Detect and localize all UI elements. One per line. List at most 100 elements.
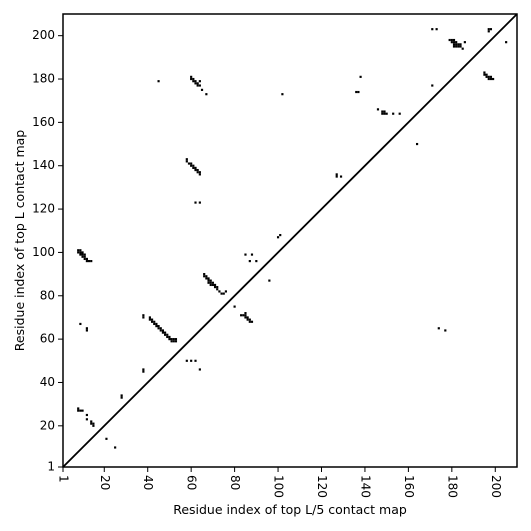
- contact-point: [150, 318, 154, 321]
- contact-point: [79, 249, 82, 252]
- contact-point: [205, 275, 208, 278]
- y-tick-label: 120: [32, 202, 55, 216]
- contact-point: [159, 329, 162, 332]
- contact-point: [211, 283, 214, 287]
- contact-point: [218, 290, 221, 293]
- contact-point: [148, 316, 151, 319]
- contact-point: [459, 43, 462, 46]
- contact-point: [240, 314, 243, 317]
- x-tick-label: 140: [358, 475, 372, 498]
- x-axis-label: Residue index of top L/5 contact map: [173, 502, 407, 517]
- contact-point: [463, 41, 466, 44]
- contact-point: [92, 424, 95, 427]
- contact-point: [250, 253, 254, 256]
- x-tick-label: 200: [489, 475, 503, 498]
- contact-point: [83, 253, 86, 256]
- contact-points: [77, 28, 508, 449]
- contact-point: [157, 327, 160, 330]
- contact-point: [492, 77, 495, 81]
- contact-point: [77, 409, 80, 412]
- contact-point: [207, 277, 210, 280]
- contact-point: [142, 314, 145, 317]
- contact-point: [355, 90, 358, 94]
- contact-point: [459, 45, 462, 48]
- contact-point: [207, 281, 210, 284]
- contact-point: [194, 82, 197, 85]
- contact-point: [489, 77, 493, 81]
- contact-point: [194, 359, 197, 362]
- x-tick-label: 20: [98, 475, 112, 490]
- contact-point: [142, 370, 145, 373]
- contact-point: [174, 340, 178, 343]
- contact-point: [250, 320, 254, 323]
- contact-point: [164, 331, 167, 334]
- contact-point: [194, 168, 197, 172]
- y-tick-label: 60: [40, 332, 55, 346]
- contact-point: [483, 71, 486, 74]
- y-tick-label: 80: [40, 288, 55, 302]
- contact-point: [485, 73, 488, 76]
- contact-point: [216, 286, 219, 289]
- contact-point: [194, 201, 197, 204]
- contact-point: [452, 43, 456, 46]
- contact-point: [381, 112, 384, 115]
- contact-point: [450, 38, 453, 42]
- contact-point: [279, 234, 282, 237]
- x-tick-label: 1: [57, 475, 71, 483]
- contact-point: [200, 88, 204, 91]
- contact-point: [192, 166, 195, 169]
- contact-point: [457, 43, 460, 46]
- contact-point: [83, 255, 86, 258]
- contact-point: [77, 249, 80, 252]
- contact-point: [457, 45, 460, 48]
- contact-point: [142, 368, 145, 371]
- contact-point: [190, 359, 193, 362]
- contact-point: [207, 279, 210, 282]
- y-tick-label: 40: [40, 375, 55, 389]
- contact-point: [81, 255, 84, 258]
- contact-point: [142, 316, 145, 319]
- y-tick-label: 100: [32, 245, 55, 259]
- contact-point: [198, 201, 201, 204]
- contact-point: [220, 292, 223, 295]
- y-tick-label: 140: [32, 158, 55, 172]
- plot-frame: [62, 13, 518, 468]
- contact-point: [87, 260, 91, 263]
- contact-point: [357, 90, 360, 94]
- contact-point: [203, 273, 206, 276]
- x-axis: 1 20 40 60 80 100 120 140 160 180 200: [57, 467, 503, 498]
- contact-point: [455, 45, 458, 48]
- contact-point: [244, 312, 247, 315]
- contact-point: [77, 251, 80, 254]
- x-tick-label: 80: [228, 475, 242, 490]
- contact-point: [168, 335, 171, 339]
- contact-point: [190, 162, 193, 165]
- contact-point: [359, 75, 362, 78]
- contact-point: [268, 279, 271, 282]
- contact-point: [209, 281, 212, 284]
- y-tick-label: 1: [47, 460, 55, 474]
- contact-point: [339, 175, 343, 178]
- contact-point: [79, 322, 82, 326]
- contact-point: [487, 28, 490, 31]
- contact-point: [81, 409, 84, 412]
- contact-point: [170, 338, 173, 341]
- contact-point: [81, 251, 84, 254]
- contact-point: [164, 333, 167, 336]
- contact-point: [161, 331, 165, 334]
- contact-point: [198, 84, 201, 87]
- contact-point: [159, 327, 162, 330]
- contact-point: [376, 108, 380, 111]
- y-tick-label: 160: [32, 115, 55, 129]
- contact-point: [398, 112, 401, 115]
- contact-point: [222, 292, 225, 295]
- contact-point: [244, 253, 247, 256]
- contact-point: [185, 158, 188, 161]
- contact-point: [248, 260, 251, 263]
- contact-point: [335, 173, 338, 176]
- contact-point: [148, 318, 151, 321]
- contact-point: [161, 329, 165, 332]
- contact-point: [85, 260, 88, 263]
- contact-point: [383, 110, 386, 113]
